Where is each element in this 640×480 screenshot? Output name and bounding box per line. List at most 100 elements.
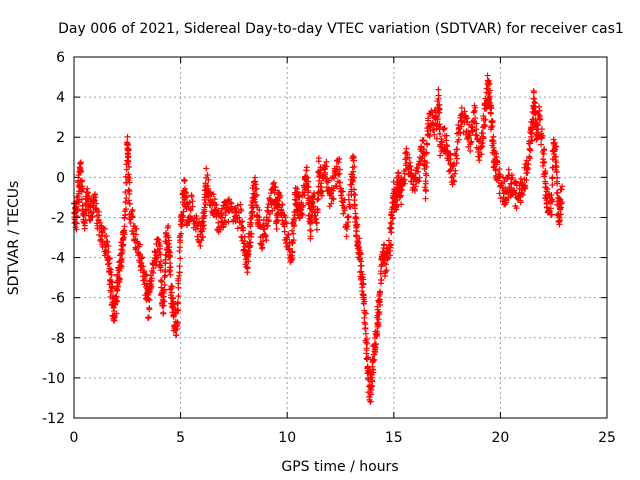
data-point xyxy=(279,201,286,208)
data-point xyxy=(301,192,308,199)
data-point xyxy=(73,220,80,227)
data-point xyxy=(234,225,241,232)
data-point xyxy=(260,238,267,245)
data-point xyxy=(117,262,124,269)
data-point xyxy=(355,244,362,251)
data-point xyxy=(531,95,538,102)
data-point xyxy=(551,139,558,146)
data-point xyxy=(310,203,317,210)
data-point xyxy=(228,200,235,207)
data-point xyxy=(247,223,254,230)
data-point xyxy=(120,234,127,241)
data-point xyxy=(349,171,356,178)
data-point xyxy=(189,198,196,205)
y-tick-label: -10 xyxy=(42,371,65,387)
data-point xyxy=(351,205,358,212)
data-point xyxy=(313,226,320,233)
data-point xyxy=(482,116,489,123)
data-point xyxy=(351,163,358,170)
data-point xyxy=(451,178,458,185)
data-point xyxy=(261,226,268,233)
data-point xyxy=(341,207,348,214)
data-point xyxy=(553,159,560,166)
data-point xyxy=(373,333,380,340)
data-point xyxy=(487,104,494,111)
data-point xyxy=(422,180,429,187)
chart-title: Day 006 of 2021, Sidereal Day-to-day VTE… xyxy=(58,21,624,37)
data-point xyxy=(528,129,535,136)
data-point xyxy=(106,255,113,262)
data-point xyxy=(108,272,115,279)
data-point xyxy=(489,118,496,125)
data-point xyxy=(383,267,390,274)
data-point xyxy=(247,239,254,246)
data-point xyxy=(78,178,85,185)
data-point xyxy=(305,183,312,190)
data-point xyxy=(204,172,211,179)
data-point xyxy=(182,192,189,199)
data-point xyxy=(126,200,133,207)
data-point xyxy=(426,133,433,140)
data-point xyxy=(210,191,217,198)
data-point xyxy=(92,194,99,201)
data-point xyxy=(362,325,369,332)
data-point xyxy=(341,204,348,211)
data-point xyxy=(454,146,461,153)
data-point xyxy=(505,166,512,173)
data-point xyxy=(388,221,395,228)
data-point xyxy=(330,196,337,203)
data-point xyxy=(488,105,495,112)
data-point xyxy=(436,121,443,128)
data-point xyxy=(259,244,266,251)
data-point xyxy=(443,137,450,144)
data-point xyxy=(437,152,444,159)
data-point xyxy=(558,186,565,193)
data-point xyxy=(176,263,183,270)
data-point xyxy=(497,173,504,180)
data-point xyxy=(113,310,120,317)
data-point xyxy=(199,234,206,241)
data-point xyxy=(322,169,329,176)
data-point xyxy=(175,307,182,314)
data-point xyxy=(305,178,312,185)
data-point xyxy=(168,289,175,296)
data-point xyxy=(84,185,91,192)
data-point xyxy=(256,207,263,214)
y-tick-label: 0 xyxy=(56,170,65,186)
data-point xyxy=(120,241,127,248)
data-point xyxy=(99,229,106,236)
data-point xyxy=(415,168,422,175)
data-point xyxy=(157,258,164,265)
y-tick-label: -4 xyxy=(51,251,65,267)
data-point xyxy=(351,174,358,181)
data-point xyxy=(527,127,534,134)
data-point xyxy=(119,256,126,263)
data-point xyxy=(349,177,356,184)
data-point xyxy=(436,130,443,137)
data-point xyxy=(122,199,129,206)
data-point xyxy=(121,227,128,234)
data-point xyxy=(310,196,317,203)
data-point xyxy=(556,215,563,222)
data-point xyxy=(285,242,292,249)
data-point xyxy=(290,230,297,237)
data-point xyxy=(312,212,319,219)
data-point xyxy=(372,344,379,351)
data-point xyxy=(536,107,543,114)
data-point xyxy=(357,255,364,262)
data-point xyxy=(289,248,296,255)
data-point xyxy=(522,184,529,191)
data-point xyxy=(387,241,394,248)
data-point xyxy=(376,309,383,316)
data-point xyxy=(345,219,352,226)
data-point xyxy=(174,319,181,326)
data-point xyxy=(353,228,360,235)
data-point xyxy=(416,174,423,181)
data-point xyxy=(541,173,548,180)
data-point xyxy=(241,238,248,245)
data-point xyxy=(532,108,539,115)
y-axis-label: SDTVAR / TECUs xyxy=(6,181,22,296)
data-point xyxy=(369,358,376,365)
data-point xyxy=(114,271,121,278)
data-point xyxy=(263,237,270,244)
